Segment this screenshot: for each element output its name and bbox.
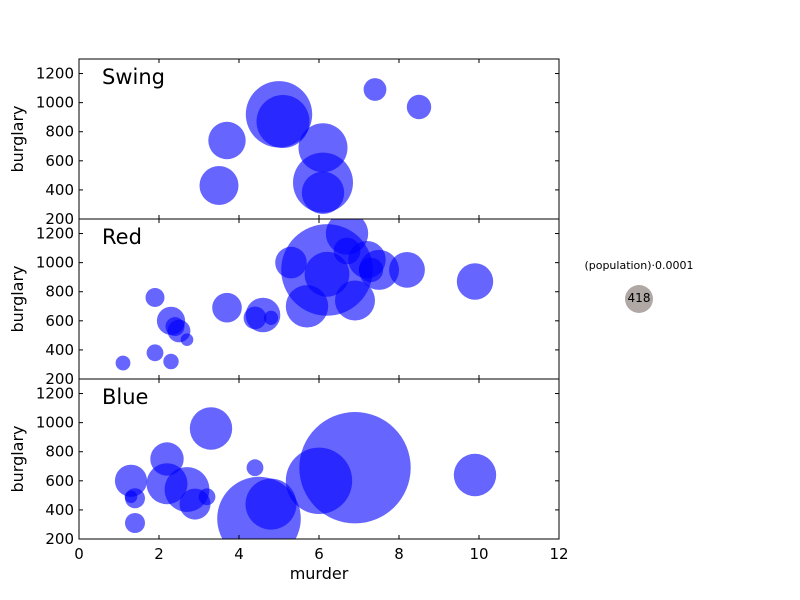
y-tick-label: 400	[45, 181, 74, 199]
x-tick-label: 2	[154, 545, 164, 563]
data-point	[263, 310, 279, 325]
y-tick-label: 1000	[36, 414, 74, 432]
y-tick-label: 200	[45, 530, 74, 548]
data-point	[115, 355, 131, 371]
data-point	[299, 412, 411, 524]
size-legend-marker	[625, 285, 653, 313]
data-point	[406, 94, 432, 120]
size-legend: (population)·0.0001 418	[584, 259, 694, 313]
data-point	[243, 306, 267, 330]
x-tick-label: 6	[314, 545, 324, 563]
data-point	[179, 488, 211, 520]
y-tick-label: 600	[45, 472, 74, 490]
data-point	[145, 288, 165, 307]
markers-blue	[114, 407, 497, 539]
data-point	[304, 251, 350, 297]
data-point	[163, 353, 179, 370]
panel-title: Red	[102, 225, 142, 249]
x-tick-label: 4	[234, 545, 244, 563]
data-point	[285, 285, 329, 328]
y-tick-label: 600	[45, 312, 74, 330]
data-point	[146, 344, 164, 362]
panel-red: 200 400 600 800 1000 1200 burglary Red	[8, 218, 560, 388]
data-point	[359, 249, 399, 290]
panel-title: Swing	[102, 65, 165, 89]
data-point	[212, 292, 242, 323]
data-point	[256, 95, 310, 148]
y-tick-label: 200	[45, 370, 74, 388]
x-tick-label: 8	[394, 545, 404, 563]
data-point	[114, 464, 148, 497]
y-tick-label: 800	[45, 283, 74, 301]
x-tick-label: 12	[549, 545, 568, 563]
y-tick-label: 400	[45, 501, 74, 519]
data-point	[456, 263, 494, 300]
data-point	[453, 453, 497, 497]
panel-blue: 200 400 600 800 1000 1200 burglary Blue	[8, 378, 560, 548]
y-tick-label: 600	[45, 152, 74, 170]
data-point	[363, 78, 387, 101]
y-tick-label: 1000	[36, 254, 74, 272]
data-point	[217, 476, 301, 539]
y-axis-label: burglary	[8, 425, 27, 492]
data-point	[208, 121, 246, 160]
y-axis-label: burglary	[8, 265, 27, 332]
x-tick-label: 10	[469, 545, 488, 563]
x-axis-label: murder	[290, 564, 349, 583]
shared-x-axis: 0 2 4 6 8 10 12	[74, 545, 568, 563]
panel-swing: 200 400 600 800 1000 1200 burglary Swing	[8, 58, 560, 228]
size-legend-value: 418	[628, 291, 651, 305]
data-point	[389, 252, 425, 288]
data-point	[199, 166, 239, 205]
y-axis-label: burglary	[8, 105, 27, 172]
data-point	[180, 333, 194, 347]
y-tick-label: 1200	[36, 385, 74, 403]
panel-title: Blue	[102, 385, 148, 409]
y-tick-label: 1200	[36, 225, 74, 243]
data-point	[124, 490, 138, 504]
y-tick-label: 1000	[36, 94, 74, 112]
size-legend-title: (population)·0.0001	[584, 259, 693, 272]
x-tick-label: 0	[74, 545, 84, 563]
data-point	[335, 280, 375, 321]
y-tick-label: 800	[45, 443, 74, 461]
panels-layer: 200 400 600 800 1000 1200 burglary Swing 200 400 6…	[8, 58, 560, 548]
data-point	[301, 171, 345, 214]
data-point	[246, 459, 264, 477]
markers-swing	[199, 78, 432, 214]
data-point	[125, 513, 145, 533]
y-tick-label: 800	[45, 123, 74, 141]
y-tick-label: 200	[45, 210, 74, 228]
y-tick-label: 1200	[36, 65, 74, 83]
y-tick-label: 400	[45, 341, 74, 359]
data-point	[189, 407, 233, 450]
markers-red	[115, 219, 494, 371]
